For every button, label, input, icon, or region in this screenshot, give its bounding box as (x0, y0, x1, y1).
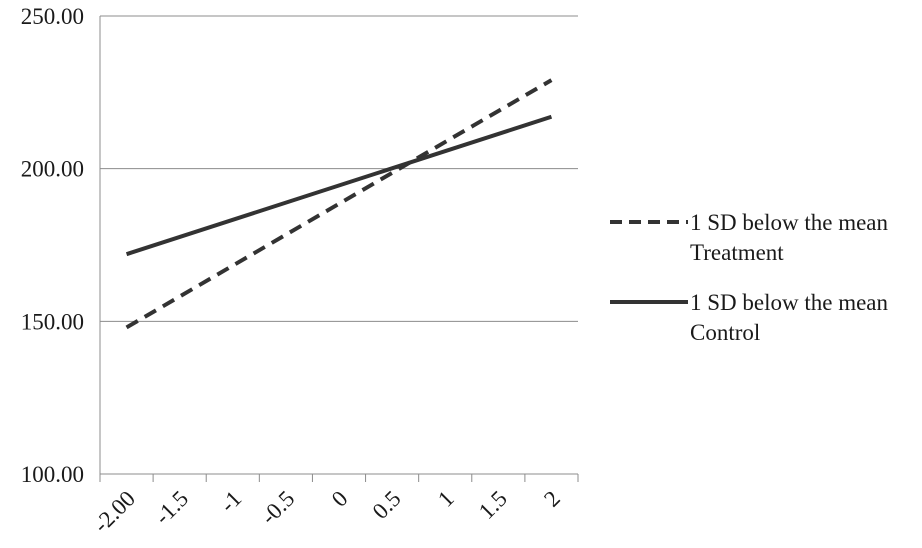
x-tick-label: 1.5 (474, 486, 512, 524)
y-tick-label: 100.00 (21, 462, 84, 487)
legend-label-treatment: 1 SD below the mean Treatment (690, 210, 889, 265)
series-lines (125, 78, 553, 330)
y-tick-label: 250.00 (21, 4, 84, 29)
x-axis-tick-labels: -2.00 -1.5 -1 -0.5 0 0.5 1 1.5 2 (89, 486, 565, 538)
y-axis-tick-labels: 100.00 150.00 200.00 250.00 (21, 4, 84, 487)
x-tick-label: 2 (539, 486, 565, 512)
legend-swatch-dashed (610, 220, 688, 224)
x-tick-label: 0.5 (368, 486, 406, 524)
legend-item-treatment: 1 SD below the mean Treatment (608, 205, 922, 267)
legend-label-control: 1 SD below the mean Control (690, 290, 889, 345)
series-line-control (125, 114, 553, 257)
x-tick-label: -2.00 (89, 486, 141, 538)
series-line-treatment (125, 78, 553, 330)
x-tick-label: -1 (215, 486, 246, 517)
x-tick-label: -0.5 (256, 486, 299, 529)
gridlines (100, 15, 578, 475)
legend-swatch-solid (610, 300, 688, 304)
y-tick-label: 200.00 (21, 157, 84, 182)
y-tick-label: 150.00 (21, 309, 84, 334)
legend-item-control: 1 SD below the mean Control (608, 285, 922, 347)
x-tick-label: -1.5 (150, 486, 193, 529)
legend: 1 SD below the mean Treatment 1 SD below… (608, 205, 922, 365)
axes (99, 16, 579, 482)
x-tick-label: 0 (327, 486, 353, 512)
x-tick-label: 1 (433, 486, 459, 512)
